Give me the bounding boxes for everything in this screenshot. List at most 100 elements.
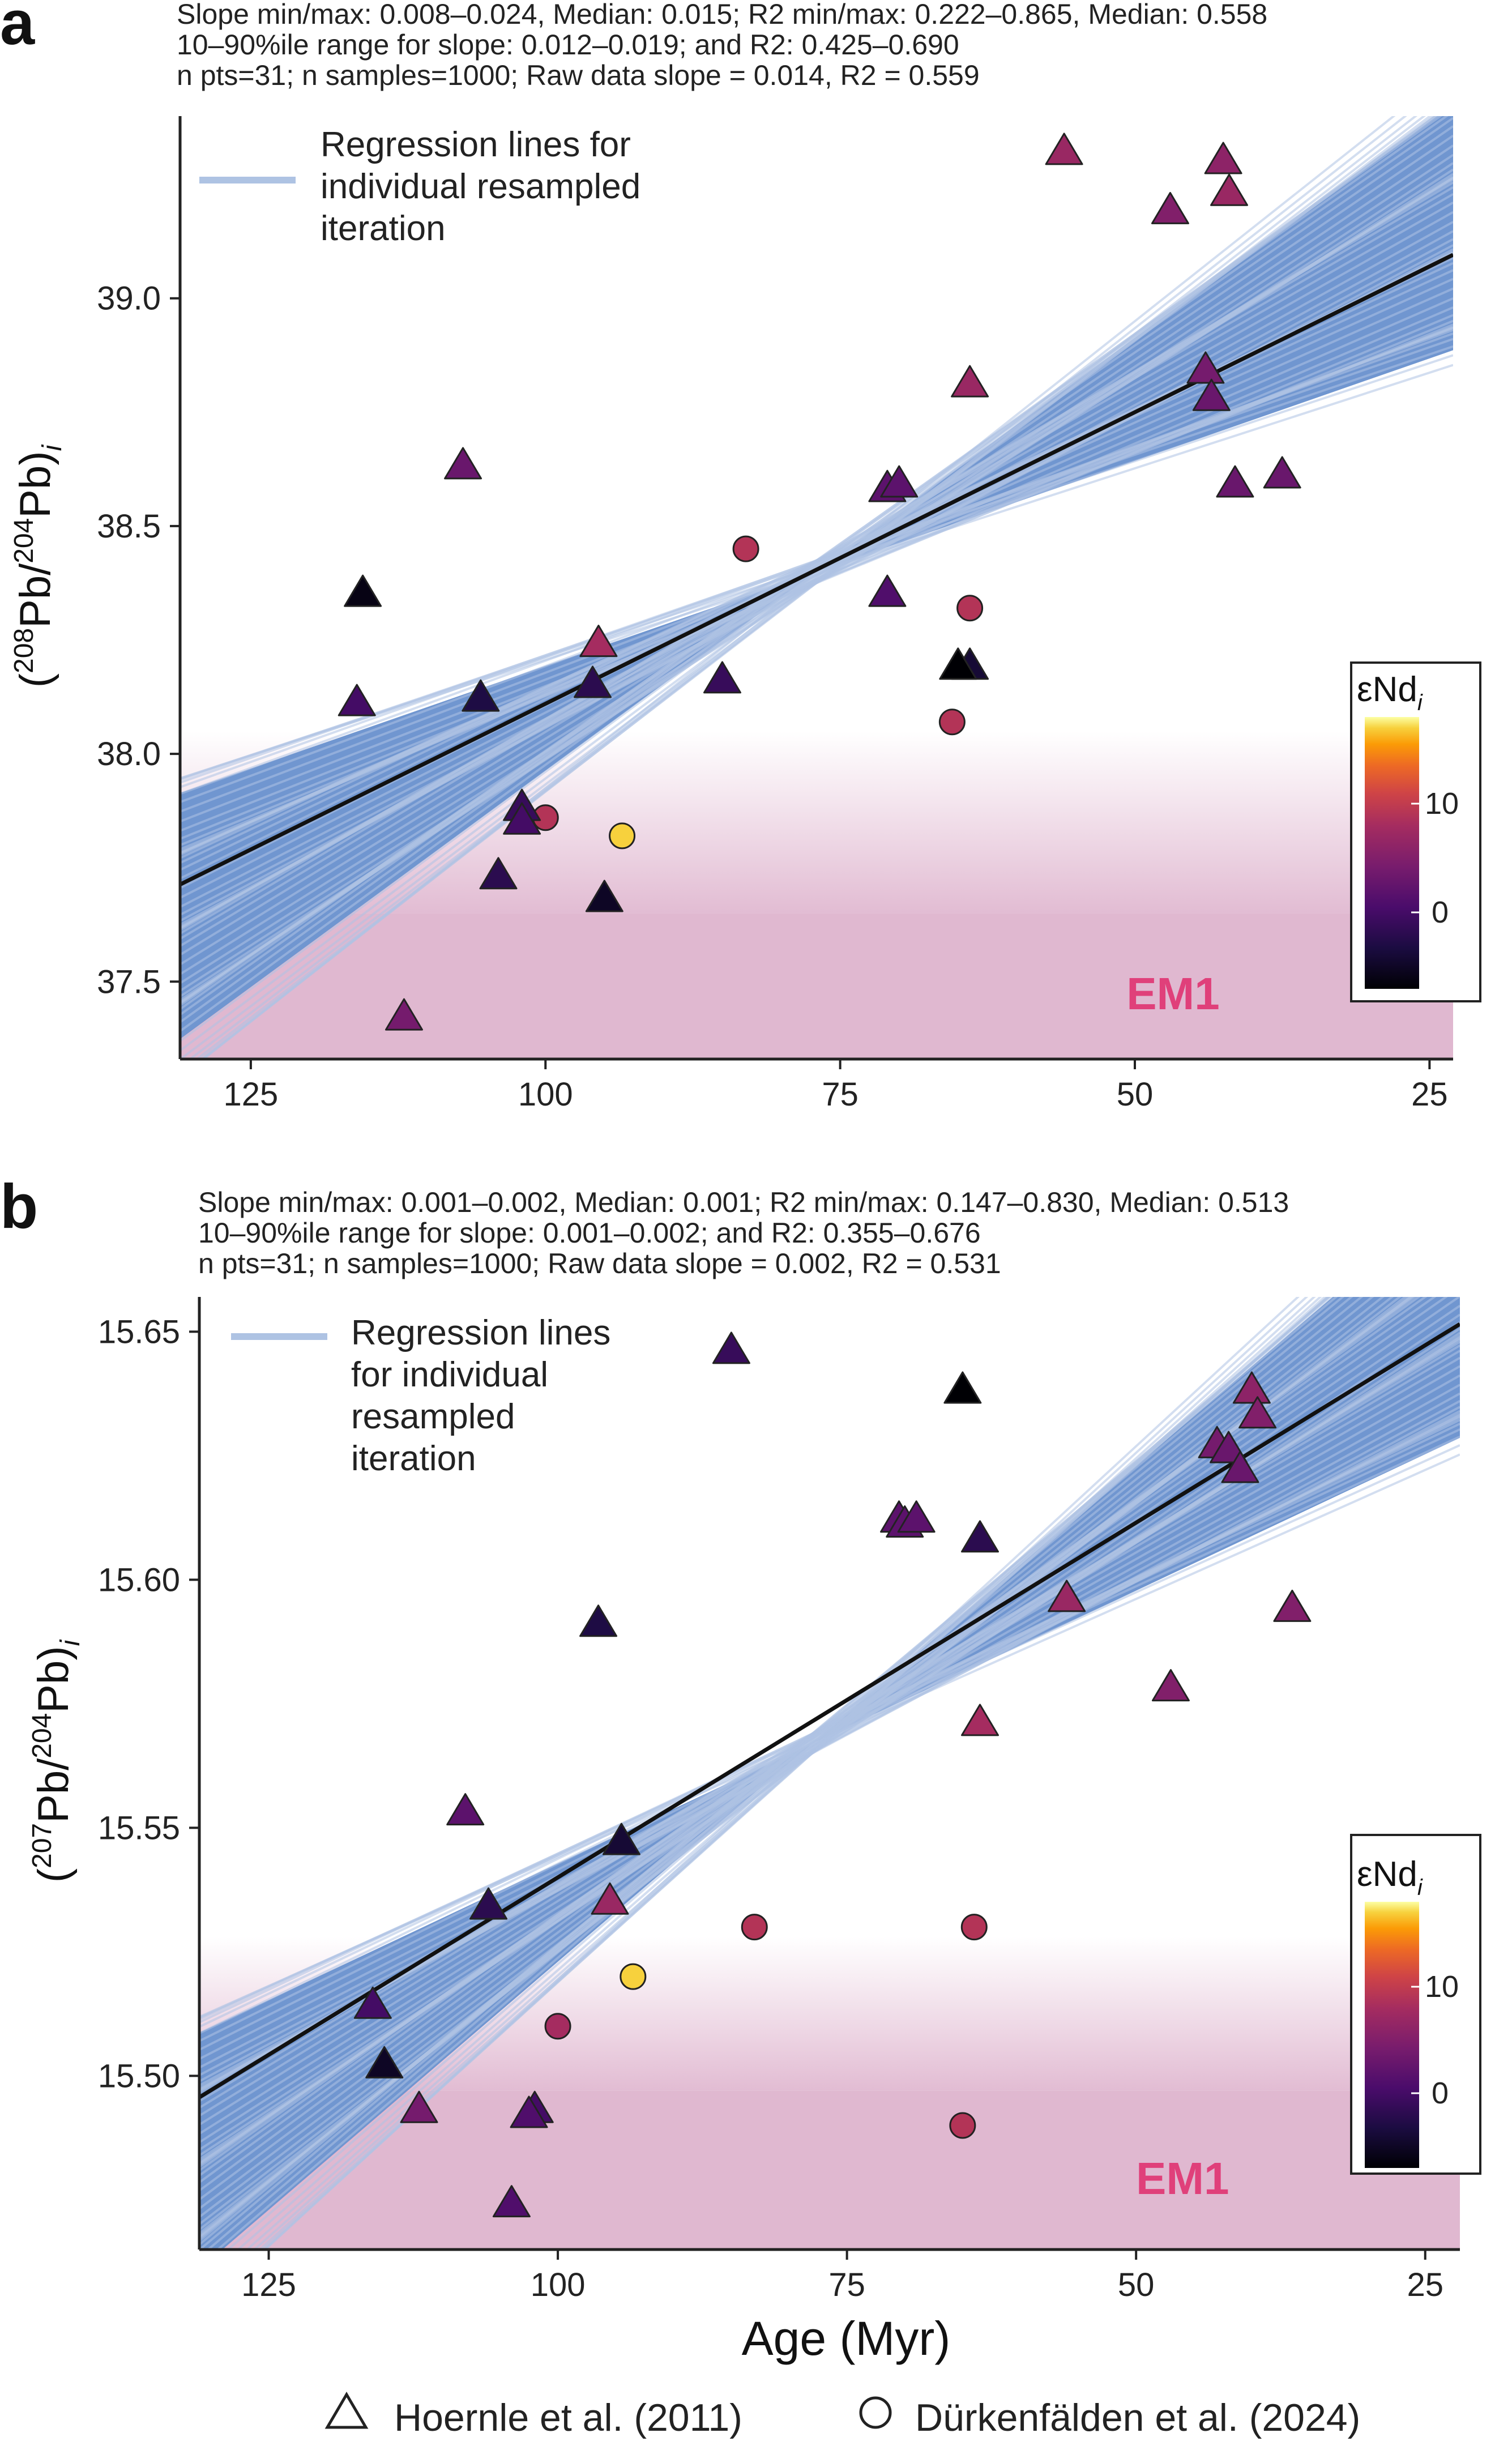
panel-b-triangle-point-22 (1221, 1450, 1259, 1483)
panel-a-triangle-point-17 (939, 647, 977, 680)
panel-a-triangle-point-23 (1192, 378, 1231, 411)
panel-a-em1-label: EM1 (1126, 968, 1220, 1019)
panel-a-triangle-point-0 (344, 574, 382, 607)
panel-b-colorbar-title: εNdi (1357, 1855, 1423, 1900)
panel-a-circle-point-1 (609, 822, 636, 850)
panel-b-legend: Regression lines for individual resample… (231, 1313, 610, 1478)
panel-b-triangle-point-15 (943, 1371, 982, 1404)
panel-b-triangle-point-7 (492, 2185, 531, 2218)
panel-a-triangle-point-5 (503, 802, 541, 835)
panel-b-triangle-point-0 (353, 1986, 392, 2019)
panel-a-triangle-point-14 (868, 574, 907, 607)
panel-a-triangle-point-10 (385, 998, 423, 1031)
panel-b-triangle-point-3 (446, 1793, 485, 1826)
panel-a-plot-area: EM1 125 100 75 50 25 37.5 38.0 38.5 39.0 (97, 116, 1453, 1113)
panel-a-triangle-point-15 (951, 365, 989, 398)
panel-b-y-tick-label-0: 15.50 (98, 2058, 180, 2094)
panel-b-em1-label: EM1 (1136, 2153, 1229, 2204)
panel-b-triangle-point-8 (579, 1604, 618, 1637)
legend-triangle-marker (324, 2392, 369, 2429)
panel-a-x-tick-label-100: 100 (518, 1076, 573, 1113)
panel-a-fit-line (180, 253, 1453, 886)
panel-b-fit-line (199, 1322, 1460, 2099)
panel-b-legend-text-3: resampled (351, 1397, 515, 1436)
panel-b-triangle-point-25 (1273, 1589, 1312, 1622)
panel-b-x-tick-label-25: 25 (1407, 2267, 1443, 2303)
panel-b-triangle-point-16 (960, 1520, 999, 1553)
panel-a-triangle-point-24 (1216, 465, 1254, 498)
panel-a-y-sup2: 204 (9, 518, 39, 564)
marker-legend: Hoernle et al. (2011) Dürkenfälden et al… (324, 2392, 1360, 2439)
panel-a-circle-point-4 (938, 708, 966, 736)
panel-a-triangle-point-22 (1186, 351, 1225, 384)
panel-b-triangle-point-1 (365, 2046, 404, 2078)
panel-a-y-tick-label-3: 39.0 (97, 280, 161, 317)
panel-a-colorbar-title: εNdi (1357, 670, 1423, 715)
legend-durkenfalden-label: Dürkenfälden et al. (2024) (915, 2396, 1360, 2439)
panel-a-stats-line-1: Slope min/max: 0.008–0.024, Median: 0.01… (177, 0, 1267, 30)
panel-a-stats-line-2: 10–90%ile range for slope: 0.012–0.019; … (177, 29, 959, 61)
panel-a-colorbar-tick-label-0: 0 (1432, 895, 1449, 929)
panel-b-colorbar-gradient (1365, 1902, 1419, 2168)
panel-a-label: a (0, 0, 35, 58)
panel-a-circle-point-2 (732, 535, 759, 562)
panel-a-triangle-point-6 (479, 857, 518, 890)
panel-b-circle-point-2 (741, 1914, 768, 1941)
panel-b-triangle-point-24 (1238, 1396, 1277, 1429)
panel-b-circle-point-0 (544, 2013, 571, 2040)
panel-b-em1-region (199, 2090, 1460, 2250)
panel-a-triangle-point-19 (1151, 191, 1189, 224)
panel-a-colorbar-gradient (1365, 717, 1419, 989)
panel-a: a Slope min/max: 0.008–0.024, Median: 0.… (0, 0, 1481, 1113)
legend-hoernle-label: Hoernle et al. (2011) (394, 2396, 742, 2439)
panel-b-legend-text-4: iteration (351, 1439, 476, 1478)
panel-a-em1-region (180, 913, 1453, 1059)
panel-b-legend-text-1: Regression lines (351, 1313, 610, 1352)
panel-a-triangle-point-25 (1263, 456, 1301, 489)
panel-b: b Slope min/max: 0.001–0.002, Median: 0.… (0, 1172, 1481, 2365)
panel-a-x-tick-label-50: 50 (1117, 1076, 1154, 1113)
panel-a-colorbar-tick-label-10: 10 (1425, 787, 1459, 821)
x-axis-label: Age (Myr) (742, 2312, 951, 2365)
panel-b-stats-line-3: n pts=31; n samples=1000; Raw data slope… (198, 1248, 1001, 1279)
panel-a-y-tick-label-0: 37.5 (97, 963, 161, 1000)
panel-a-triangle-point-18 (1045, 133, 1083, 165)
panel-a-data-points (338, 133, 1301, 1031)
panel-b-triangle-point-14 (897, 1500, 936, 1533)
panel-b-triangle-point-6 (510, 2095, 548, 2128)
panel-b-triangle-point-4 (469, 1887, 508, 1920)
panel-b-y-tick-label-2: 15.60 (98, 1561, 180, 1598)
panel-a-legend-text-1: Regression lines for (321, 125, 631, 164)
panel-b-circle-point-1 (620, 1963, 647, 1990)
panel-b-colorbar-tick-label-0: 0 (1432, 2076, 1449, 2110)
panel-a-clipped-layer (180, 116, 1453, 1059)
panel-a-band-line-59 (202, 116, 1396, 1059)
panel-a-triangle-point-3 (462, 679, 500, 712)
panel-a-circle-point-3 (956, 595, 984, 622)
panel-b-x-tick-label-125: 125 (241, 2267, 296, 2303)
panel-a-triangle-point-7 (585, 880, 623, 912)
panel-a-legend-text-2: individual resampled (321, 167, 640, 206)
panel-a-triangle-point-11 (703, 661, 741, 694)
panel-b-y-tick-label-3: 15.65 (98, 1313, 180, 1350)
panel-a-stats-line-3: n pts=31; n samples=1000; Raw data slope… (177, 59, 980, 91)
panel-a-y-tick-label-2: 38.5 (97, 508, 161, 545)
panel-a-triangle-point-13 (880, 465, 919, 498)
panel-a-x-tick-label-75: 75 (822, 1076, 858, 1113)
panel-b-stats-line-2: 10–90%ile range for slope: 0.001–0.002; … (198, 1217, 981, 1249)
panel-a-y-main: Pb/ (11, 563, 59, 628)
panel-b-y-sup1: 207 (27, 1823, 57, 1868)
panel-a-y-sup1: 208 (9, 628, 39, 673)
panel-b-x-tick-label-75: 75 (828, 2267, 865, 2303)
panel-a-triangle-point-21 (1210, 173, 1249, 206)
legend-circle-marker (859, 2396, 892, 2429)
panel-b-triangle-point-23 (1232, 1371, 1271, 1404)
panel-a-y-axis-label: (208Pb/204Pb)i (9, 444, 67, 688)
panel-b-legend-text-2: for individual (351, 1355, 548, 1394)
panel-b-data-points (353, 1331, 1312, 2218)
panel-a-triangle-point-2 (444, 447, 482, 480)
panel-a-triangle-point-9 (579, 625, 618, 658)
panel-b-x-tick-label-100: 100 (531, 2267, 586, 2303)
panel-a-triangle-point-1 (338, 684, 376, 716)
